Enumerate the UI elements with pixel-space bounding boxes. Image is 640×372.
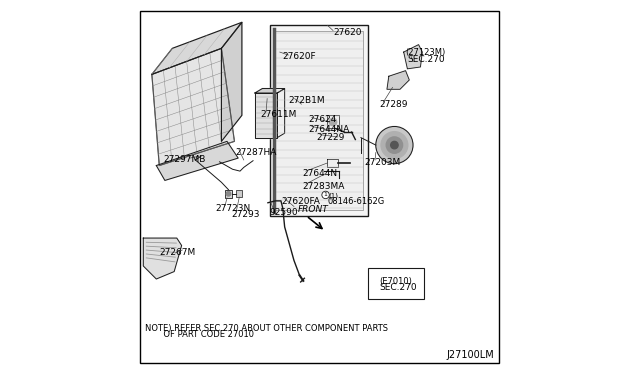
- Polygon shape: [152, 48, 234, 166]
- Text: 27620F: 27620F: [282, 52, 316, 61]
- Polygon shape: [156, 141, 238, 180]
- Text: 27267M: 27267M: [159, 248, 196, 257]
- Polygon shape: [328, 159, 338, 167]
- Polygon shape: [328, 115, 339, 128]
- Bar: [275, 31, 363, 210]
- Circle shape: [330, 118, 337, 126]
- Circle shape: [227, 192, 231, 196]
- Polygon shape: [277, 89, 285, 138]
- Text: 27624: 27624: [308, 115, 337, 124]
- Text: FRONT: FRONT: [298, 205, 328, 214]
- Text: 08146-6162G: 08146-6162G: [328, 197, 385, 206]
- Text: 27644NA: 27644NA: [308, 125, 349, 134]
- Circle shape: [390, 141, 398, 149]
- Text: 27611M: 27611M: [260, 110, 297, 119]
- Text: J27100LM: J27100LM: [447, 350, 494, 360]
- Circle shape: [322, 191, 330, 199]
- Text: 272B1M: 272B1M: [289, 96, 325, 105]
- Circle shape: [376, 126, 413, 164]
- Text: 27723N: 27723N: [215, 204, 250, 213]
- Bar: [225, 190, 232, 198]
- Polygon shape: [143, 238, 182, 279]
- Text: 27620FA: 27620FA: [281, 197, 320, 206]
- Text: 27283MA: 27283MA: [302, 182, 344, 191]
- Text: (E7010): (E7010): [380, 277, 412, 286]
- Text: 27293: 27293: [232, 210, 260, 219]
- Text: OF PART CODE 27010: OF PART CODE 27010: [145, 330, 254, 339]
- Text: 1: 1: [324, 192, 328, 198]
- Polygon shape: [404, 45, 422, 69]
- Text: SEC.270: SEC.270: [408, 55, 445, 64]
- Text: 27644N: 27644N: [302, 169, 337, 178]
- Bar: [369, 268, 424, 299]
- Bar: [270, 25, 369, 216]
- Bar: [236, 190, 242, 197]
- Polygon shape: [387, 71, 410, 89]
- Text: SEC.270: SEC.270: [380, 283, 417, 292]
- Text: 27287HA: 27287HA: [235, 148, 276, 157]
- Polygon shape: [255, 89, 285, 93]
- Text: 27203M: 27203M: [364, 158, 400, 167]
- Text: 92590: 92590: [269, 208, 298, 217]
- Text: 27620: 27620: [333, 28, 362, 37]
- Polygon shape: [152, 22, 242, 74]
- Circle shape: [381, 132, 408, 158]
- Text: 27229: 27229: [316, 133, 345, 142]
- Text: 27289: 27289: [380, 100, 408, 109]
- Text: NOTE) REFER SEC.270 ABOUT OTHER COMPONENT PARTS: NOTE) REFER SEC.270 ABOUT OTHER COMPONEN…: [145, 324, 388, 333]
- Polygon shape: [221, 22, 242, 141]
- Circle shape: [386, 137, 403, 153]
- Text: (27123M): (27123M): [406, 48, 446, 57]
- Text: 27297MB: 27297MB: [164, 155, 206, 164]
- Text: (1): (1): [328, 193, 338, 199]
- Polygon shape: [255, 93, 277, 138]
